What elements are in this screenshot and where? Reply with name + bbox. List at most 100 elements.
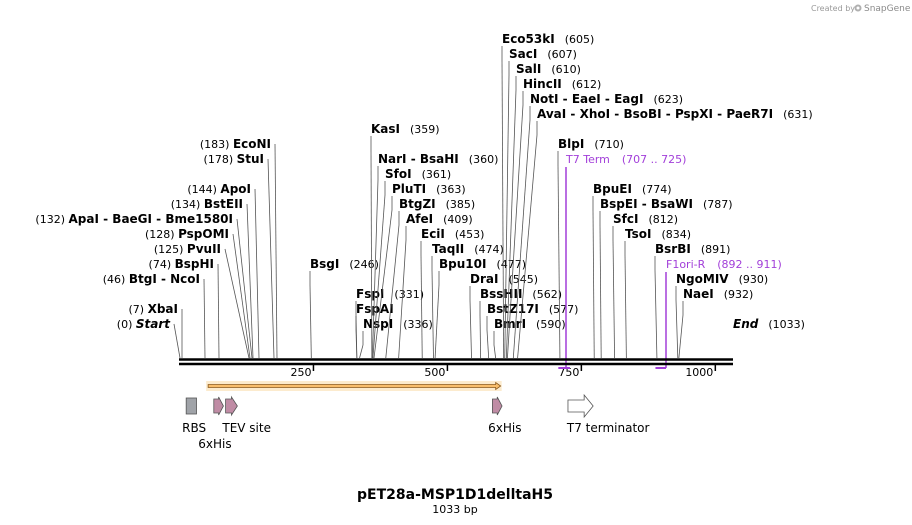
site-label-text: SfcI (812) <box>613 212 678 226</box>
site-position: (74) <box>149 258 175 271</box>
site-position: (787) <box>703 198 733 211</box>
orf-arrow <box>207 381 502 391</box>
site-label-text: NarI - BsaHI (360) <box>378 152 498 166</box>
site-label-text: SfoI (361) <box>385 167 451 181</box>
feature-t7-terminator <box>567 393 594 419</box>
feature-labels: RBS 6xHis TEV site 6xHis T7 terminator <box>182 421 649 451</box>
enzyme-name-tsoi: TsoI <box>625 227 651 241</box>
enzyme-name-blpi: BlpI <box>558 137 584 151</box>
backbone <box>179 358 733 366</box>
feature-6xhis <box>213 396 224 416</box>
site-leader <box>371 179 379 359</box>
enzyme-name-bsshii: BssHII <box>480 287 522 301</box>
site-label-text: DraI (545) <box>470 272 538 286</box>
enzyme-name-btgi: BtgI <box>129 272 157 286</box>
site-leader <box>517 134 538 359</box>
site-kasi: KasI (359) <box>370 122 440 359</box>
site-leader <box>507 104 524 359</box>
site-position: (132) <box>35 213 68 226</box>
site-label-text: FspI (331) <box>356 287 424 301</box>
site-leader <box>486 329 490 359</box>
site-leader <box>654 269 658 359</box>
site-avai: AvaI - XhoI - BsoBI - PspXI - PaeR7I (631… <box>517 107 813 359</box>
enzyme-name-apoi: ApoI <box>220 182 251 196</box>
site-label-text: (46) BtgI - NcoI <box>103 272 200 286</box>
enzyme-name-fspi: FspI <box>356 287 384 301</box>
site-leader <box>512 119 531 359</box>
site-label-text: HincII (612) <box>523 77 601 91</box>
site-fspai: FspAI <box>355 302 394 359</box>
site-position: (710) <box>594 138 624 151</box>
site-leader <box>370 149 373 359</box>
site-leader <box>203 278 206 359</box>
site-label-text: TsoI (834) <box>625 227 691 241</box>
site-xbai: (7) XbaI <box>129 302 183 358</box>
enzyme-name-ngomiv: NgoMIV <box>676 272 729 286</box>
enzyme-name-noti: NotI <box>530 92 559 106</box>
enzyme-name-paer7i: PaeR7I <box>726 107 773 121</box>
site-label-text: (134) BstEII <box>171 197 243 211</box>
site-fspi: FspI (331) <box>355 287 424 359</box>
ruler-tick-750: 750 <box>558 365 583 379</box>
site-separator: - <box>662 107 675 121</box>
site-label-text: BssHII (562) <box>480 287 562 301</box>
site-label-text: BmrI (590) <box>494 317 566 331</box>
enzyme-name-fspai: FspAI <box>356 302 394 316</box>
site-bpuei: BpuEI (774) <box>592 182 672 359</box>
site-nari: NarI - BsaHI (360) <box>371 152 498 359</box>
enzyme-name-drai: DraI <box>470 272 498 286</box>
site-label-text: Bpu10I (477) <box>439 257 526 271</box>
site-position: (930) <box>739 273 769 286</box>
site-leader <box>246 203 254 359</box>
site-position: (545) <box>508 273 538 286</box>
site-start: (0) Start <box>117 317 181 359</box>
ruler-tick-label: 500 <box>424 366 445 379</box>
feature-label-6xhis: 6xHis <box>198 437 231 451</box>
enzyme-name-bspei: BspEI <box>600 197 638 211</box>
enzyme-name-stui: StuI <box>237 152 264 166</box>
site-leader <box>599 224 602 359</box>
ruler: 250 500 750 1000 <box>290 365 717 379</box>
site-taqii: TaqII (474) <box>431 242 504 359</box>
site-leader <box>267 158 275 359</box>
ruler-tick-500: 500 <box>424 365 449 379</box>
site-leader <box>254 188 260 359</box>
enzyme-name-kasi: KasI <box>371 122 400 136</box>
site-position: (623) <box>653 93 683 106</box>
enzyme-name-afei: AfeI <box>406 212 433 226</box>
site-leader <box>309 284 312 359</box>
site-leader <box>274 143 278 359</box>
site-leader <box>431 269 434 359</box>
site-leader <box>501 59 505 359</box>
site-leader <box>224 248 250 359</box>
enzyme-name-hincii: HincII <box>523 77 562 91</box>
feature-label-t7-terminator: T7 terminator <box>566 421 650 435</box>
site-leader <box>232 233 251 359</box>
site-position: (577) <box>549 303 579 316</box>
site-position: (631) <box>783 108 813 121</box>
site-separator: - <box>99 212 112 226</box>
site-leader <box>385 224 400 359</box>
site-bspei: BspEI - BsaWI (787) <box>599 197 733 359</box>
primer-name: T7 Term <box>565 153 610 166</box>
enzyme-name-end: End <box>733 317 759 331</box>
primer-name: F1ori-R <box>666 258 706 271</box>
site-position: (144) <box>187 183 220 196</box>
site-leader <box>420 254 423 359</box>
site-label-text: NaeI (932) <box>683 287 753 301</box>
primer-label: F1ori-R (892 .. 911) <box>666 258 782 271</box>
site-position: (0) <box>117 318 136 331</box>
enzyme-name-eagi: EagI <box>614 92 643 106</box>
site-label-text: BtgZI (385) <box>399 197 475 211</box>
site-label-text: KasI (359) <box>371 122 440 136</box>
site-leader <box>434 284 440 359</box>
site-ecii: EciI (453) <box>420 227 484 359</box>
site-label-text: (132) ApaI - BaeGI - Bme1580I <box>35 212 233 226</box>
site-leader <box>505 89 517 359</box>
orf-track <box>206 381 502 391</box>
enzyme-name-pvuii: PvuII <box>187 242 221 256</box>
site-btgi: (46) BtgI - NcoI <box>103 272 206 359</box>
site-blpi: BlpI (710) <box>557 137 624 359</box>
site-separator: - <box>407 152 420 166</box>
site-label-text: BlpI (710) <box>558 137 624 151</box>
